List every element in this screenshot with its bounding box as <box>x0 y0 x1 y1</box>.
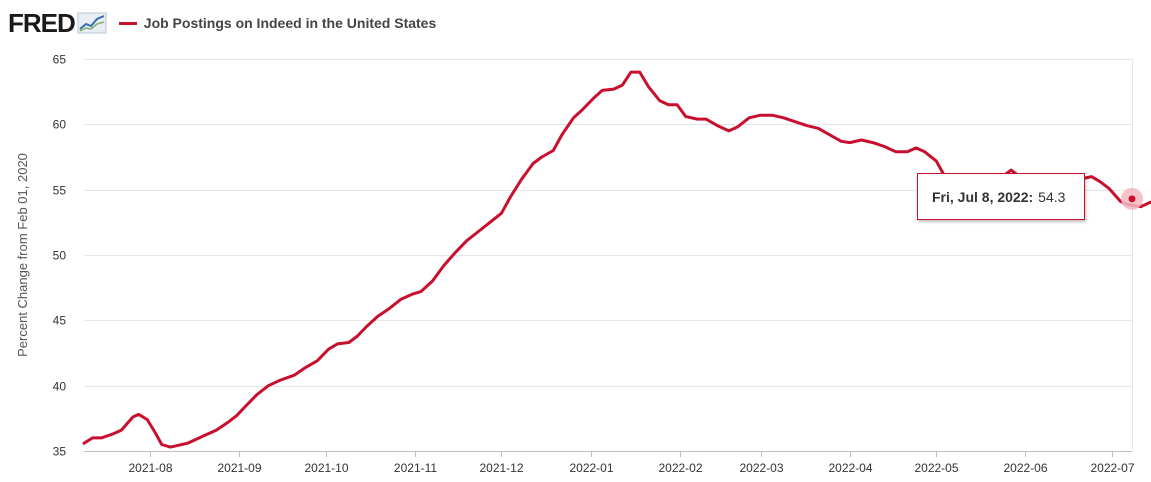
y-tick-label: 65 <box>53 53 67 67</box>
y-axis-title: Percent Change from Feb 01, 2020 <box>15 153 30 357</box>
x-tick-label: 2021-09 <box>217 461 261 475</box>
legend-label: Job Postings on Indeed in the United Sta… <box>143 15 437 31</box>
tooltip-date: Fri, Jul 8, 2022: <box>932 188 1034 205</box>
y-tick-label: 60 <box>53 118 67 132</box>
fred-logo-graph-icon <box>77 12 107 34</box>
x-tick-label: 2022-02 <box>658 461 702 475</box>
x-tick-label: 2021-08 <box>128 461 172 475</box>
x-tick-label: 2022-01 <box>569 461 613 475</box>
y-tick-label: 40 <box>53 380 67 394</box>
x-tick-label: 2021-12 <box>479 461 523 475</box>
x-tick-label: 2022-07 <box>1090 461 1134 475</box>
y-tick-label: 35 <box>53 445 67 459</box>
tooltip-value: 54.3 <box>1038 188 1066 205</box>
x-axis-ticks: 2021-08 2021-09 2021-10 2021-11 2021-12 2022-… <box>128 451 1135 475</box>
x-tick-label: 2022-06 <box>1003 461 1047 475</box>
x-tick-label: 2021-10 <box>304 461 348 475</box>
y-tick-label: 55 <box>53 184 67 198</box>
grid-lines <box>84 59 1133 452</box>
x-tick-label: 2022-04 <box>828 461 872 475</box>
series-line[interactable] <box>82 70 1151 449</box>
tooltip: Fri, Jul 8, 2022: 54.3 <box>917 173 1085 220</box>
x-tick-label: 2022-03 <box>739 461 783 475</box>
legend[interactable]: Job Postings on Indeed in the United Sta… <box>118 15 437 31</box>
legend-swatch <box>118 21 137 25</box>
y-tick-label: 50 <box>53 249 67 263</box>
fred-logo[interactable]: FRED <box>8 8 76 38</box>
x-tick-label: 2021-11 <box>394 461 437 475</box>
hover-marker <box>1128 195 1136 203</box>
x-tick-label: 2022-05 <box>914 461 958 475</box>
chart-header: FRED Job Postings on Indeed in the Unite… <box>8 8 436 38</box>
y-tick-label: 45 <box>53 314 67 328</box>
y-axis-ticks: 35 40 45 50 55 60 65 <box>53 53 67 459</box>
